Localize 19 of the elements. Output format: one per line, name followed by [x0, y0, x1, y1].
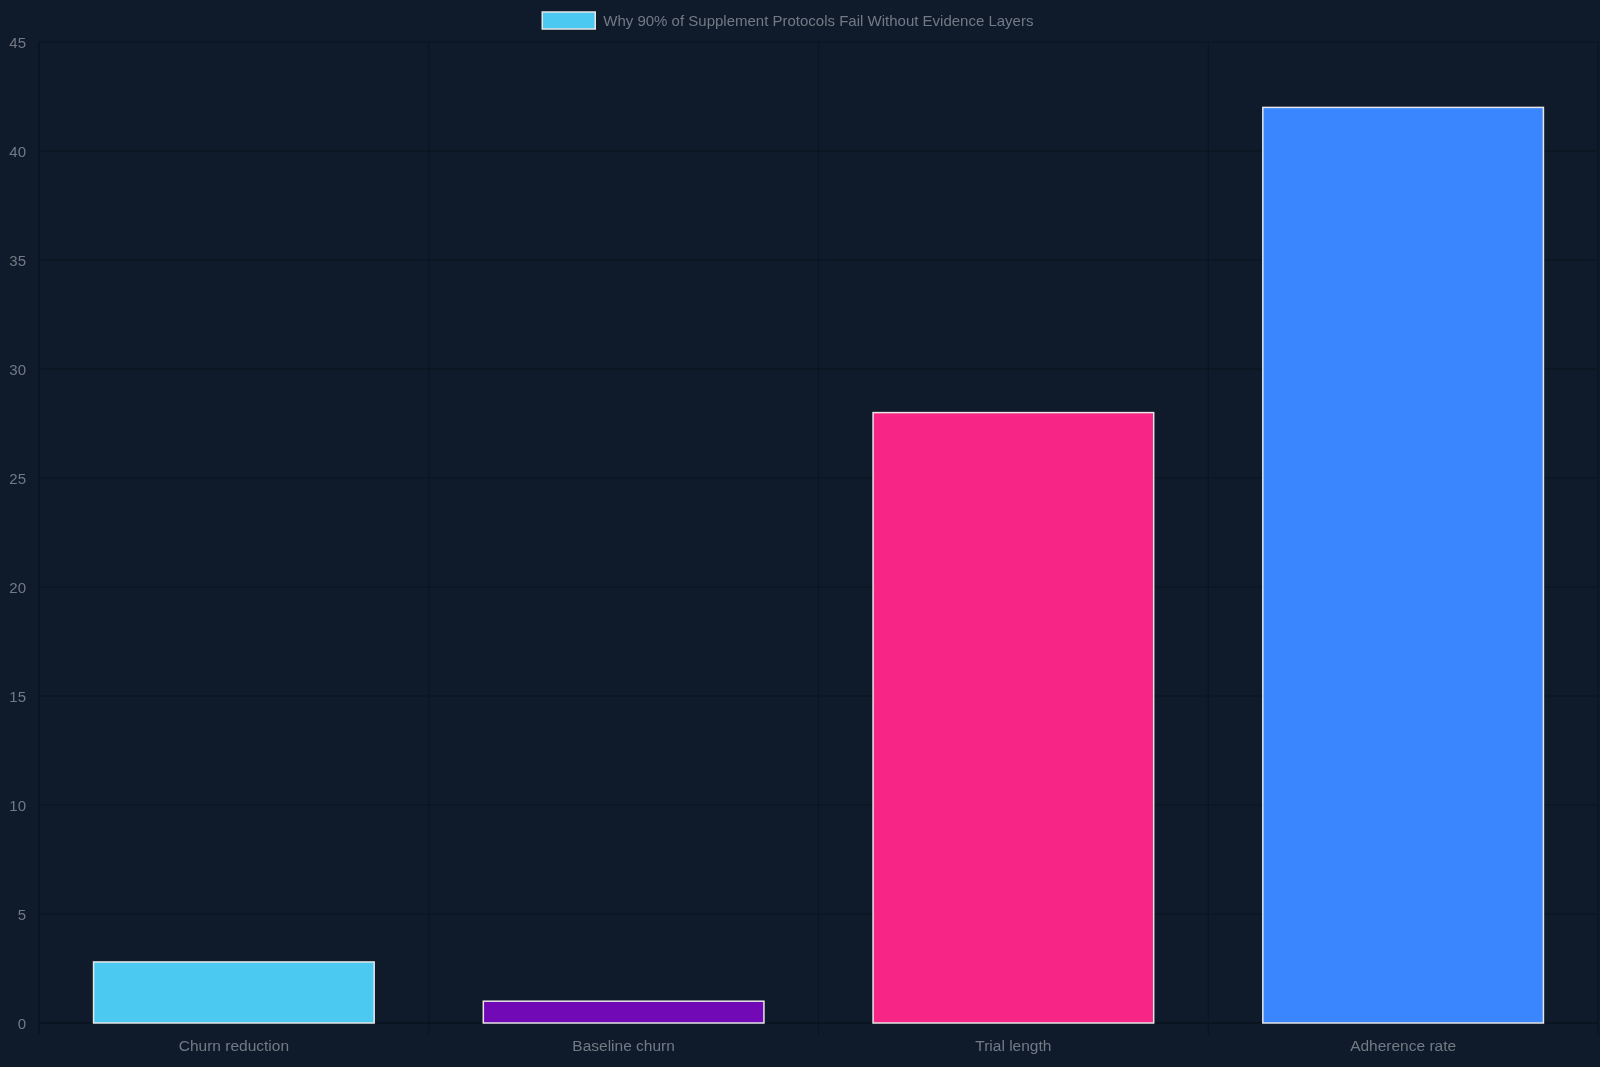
y-tick-label: 25 [9, 469, 26, 487]
bar [1262, 106, 1545, 1024]
bar [482, 1000, 765, 1024]
legend-label: Why 90% of Supplement Protocols Fail Without Evidence Layers [603, 12, 1034, 29]
bar [92, 961, 375, 1024]
y-tick-label: 10 [9, 796, 26, 814]
y-tick-label: 45 [9, 33, 26, 51]
bar [872, 411, 1155, 1024]
y-tick-label: 30 [9, 360, 26, 378]
y-tick-label: 35 [9, 251, 26, 269]
y-tick-label: 5 [17, 905, 26, 923]
x-tick-label: Churn reduction [178, 1036, 290, 1054]
y-tick-label: 0 [17, 1014, 26, 1032]
y-tick-label: 15 [9, 687, 26, 705]
y-tick-label: 20 [9, 578, 26, 596]
y-tick-label: 40 [9, 142, 26, 160]
x-tick-label: Adherence rate [1350, 1036, 1457, 1054]
x-tick-label: Baseline churn [572, 1036, 675, 1054]
x-tick-label: Trial length [975, 1036, 1052, 1054]
